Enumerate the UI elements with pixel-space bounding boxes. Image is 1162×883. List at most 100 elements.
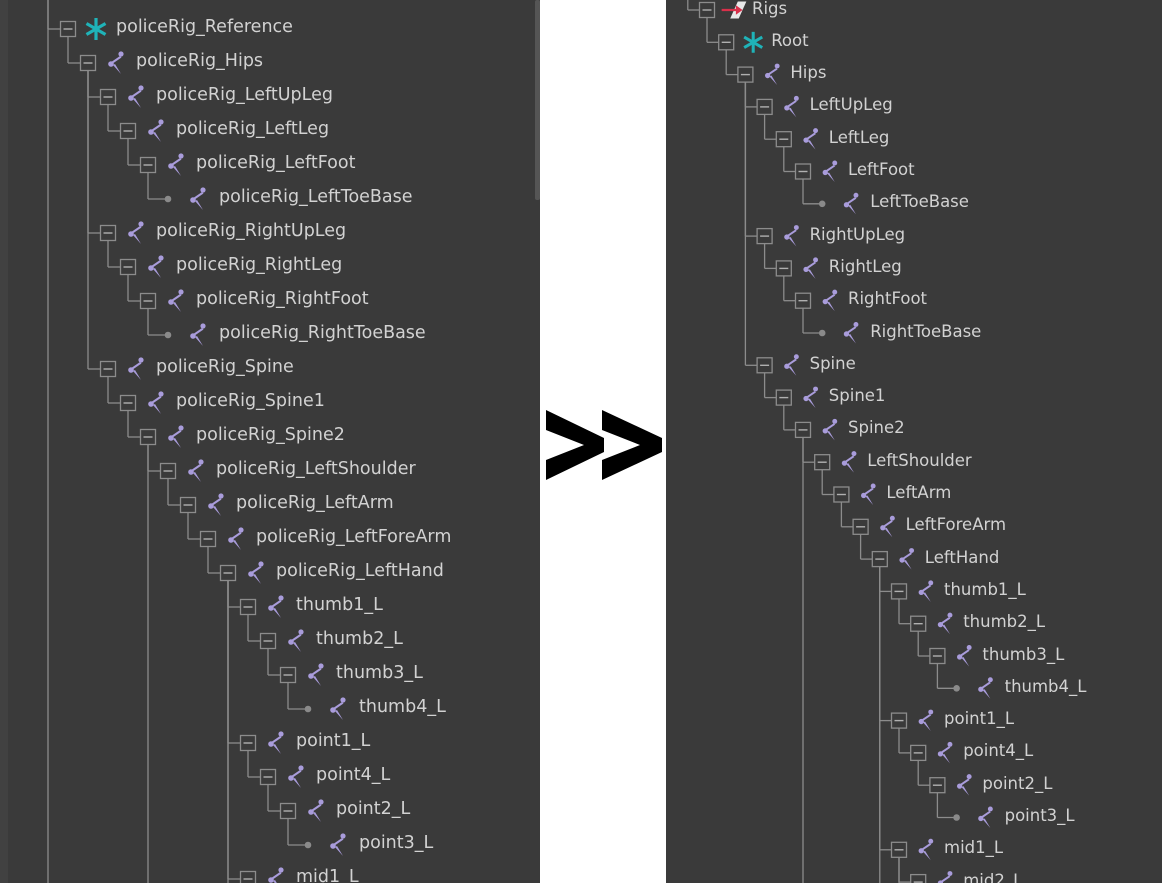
collapse-toggle-button[interactable] [756,227,773,245]
outliner-item-label[interactable]: Rigs [752,0,788,18]
outliner-item-label[interactable]: Spine2 [848,418,905,438]
outliner-item-label[interactable]: policeRig_RightUpLeg [156,221,347,241]
collapse-toggle-button[interactable] [239,870,257,883]
outliner-item-label[interactable]: policeRig_LeftToeBase [219,187,413,207]
collapse-toggle-button[interactable] [139,428,157,446]
outliner-item-label[interactable]: Spine [809,353,856,373]
outliner-item-label[interactable]: mid1_L [944,838,1004,858]
outliner-item-label[interactable]: mid2_L [963,870,1023,883]
collapse-toggle-button[interactable] [239,598,257,616]
outliner-item-label[interactable]: LeftHand [924,547,1000,567]
collapse-toggle-button[interactable] [99,88,117,106]
collapse-toggle-button[interactable] [794,421,812,439]
scrollbar[interactable] [535,0,540,200]
collapse-toggle-button[interactable] [890,583,908,600]
collapse-toggle-button[interactable] [119,122,137,140]
collapse-toggle-button[interactable] [259,632,277,650]
outliner-item-label[interactable]: thumb3_L [982,644,1065,664]
collapse-toggle-button[interactable] [890,841,908,858]
outliner-item-label[interactable]: RightFoot [848,289,928,309]
collapse-toggle-button[interactable] [929,647,946,665]
collapse-toggle-button[interactable] [833,486,850,503]
collapse-toggle-button[interactable] [871,550,888,568]
outliner-item-label[interactable]: thumb4_L [1004,676,1087,696]
collapse-toggle-button[interactable] [775,260,792,277]
collapse-toggle-button[interactable] [199,530,217,548]
collapse-toggle-button[interactable] [119,394,137,412]
outliner-item-label[interactable]: policeRig_Reference [116,17,293,37]
outliner-item-label[interactable]: point1_L [296,731,371,751]
collapse-toggle-button[interactable] [99,360,117,378]
collapse-toggle-button[interactable] [279,666,297,684]
collapse-toggle-button[interactable] [852,518,869,535]
outliner-item-label[interactable]: point2_L [336,799,411,819]
outliner-item-label[interactable]: LeftForeArm [905,515,1007,535]
outliner-item-label[interactable]: mid1_L [296,867,359,883]
collapse-toggle-button[interactable] [279,802,297,820]
collapse-toggle-button[interactable] [698,1,716,19]
collapse-toggle-button[interactable] [910,744,927,762]
outliner-item-label[interactable]: Spine1 [828,386,886,406]
collapse-toggle-button[interactable] [775,131,792,148]
collapse-toggle-button[interactable] [756,357,773,374]
collapse-toggle-button[interactable] [259,768,277,786]
collapse-toggle-button[interactable] [99,224,117,242]
outliner-item-label[interactable]: LeftToeBase [870,192,969,212]
collapse-toggle-button[interactable] [794,163,812,180]
outliner-item-label[interactable]: LeftUpLeg [809,95,893,115]
collapse-toggle-button[interactable] [718,34,735,51]
outliner-item-label[interactable]: policeRig_LeftForeArm [256,527,452,547]
outliner-item-label[interactable]: point3_L [1004,806,1075,825]
outliner-item-label[interactable]: policeRig_RightLeg [176,255,343,275]
collapse-toggle-button[interactable] [119,258,137,276]
collapse-toggle-button[interactable] [59,20,77,38]
outliner-item-label[interactable]: point3_L [359,833,434,853]
collapse-toggle-button[interactable] [159,462,177,480]
collapse-toggle-button[interactable] [179,496,197,514]
outliner-item-label[interactable]: point2_L [982,773,1053,793]
outliner-item-label[interactable]: policeRig_Hips [136,51,264,71]
outliner-item-label[interactable]: policeRig_LeftLeg [176,119,330,139]
outliner-item-label[interactable]: policeRig_LeftShoulder [216,459,416,479]
outliner-item-label[interactable]: policeRig_Spine1 [176,391,325,411]
outliner-item-label[interactable]: policeRig_LeftHand [276,561,444,581]
outliner-item-label[interactable]: Hips [790,63,827,83]
outliner-item-label[interactable]: LeftFoot [848,160,915,179]
outliner-item-label[interactable]: policeRig_Spine [156,357,294,377]
outliner-item-label[interactable]: thumb2_L [316,629,403,649]
collapse-toggle-button[interactable] [139,156,157,174]
collapse-toggle-button[interactable] [814,454,831,471]
collapse-toggle-button[interactable] [139,292,157,310]
outliner-item-label[interactable]: thumb2_L [963,612,1046,632]
outliner-item-label[interactable]: point4_L [316,765,391,785]
outliner-item-label[interactable]: policeRig_Spine2 [196,425,345,445]
outliner-item-label[interactable]: policeRig_LeftUpLeg [156,85,333,105]
outliner-item-label[interactable]: thumb1_L [944,579,1026,599]
collapse-toggle-button[interactable] [890,712,908,729]
collapse-toggle-button[interactable] [79,54,97,72]
outliner-item-label[interactable]: RightLeg [828,256,902,276]
collapse-toggle-button[interactable] [910,873,927,883]
outliner-item-label[interactable]: policeRig_LeftFoot [196,153,356,173]
outliner-item-label[interactable]: LeftArm [886,483,952,502]
outliner-item-label[interactable]: policeRig_RightFoot [196,289,369,309]
collapse-toggle-button[interactable] [219,564,237,582]
outliner-item-label[interactable]: thumb4_L [359,697,446,717]
collapse-toggle-button[interactable] [737,66,754,83]
outliner-item-label[interactable]: RightUpLeg [809,224,906,244]
collapse-toggle-button[interactable] [929,777,946,794]
outliner-item-label[interactable]: LeftLeg [828,127,890,147]
collapse-toggle-button[interactable] [239,734,257,752]
outliner-item-label[interactable]: thumb1_L [296,595,383,615]
outliner-item-label[interactable]: RightToeBase [870,321,982,341]
outliner-item-label[interactable]: LeftShoulder [867,450,972,470]
outliner-item-label[interactable]: policeRig_LeftArm [236,493,394,513]
outliner-item-label[interactable]: point1_L [944,709,1015,729]
outliner-item-label[interactable]: policeRig_RightToeBase [219,323,426,343]
outliner-item-label[interactable]: thumb3_L [336,663,423,683]
outliner-item-label[interactable]: Root [771,30,809,50]
outliner-item-label[interactable]: point4_L [963,741,1034,761]
collapse-toggle-button[interactable] [775,389,792,406]
collapse-toggle-button[interactable] [910,615,927,632]
collapse-toggle-button[interactable] [794,292,812,309]
